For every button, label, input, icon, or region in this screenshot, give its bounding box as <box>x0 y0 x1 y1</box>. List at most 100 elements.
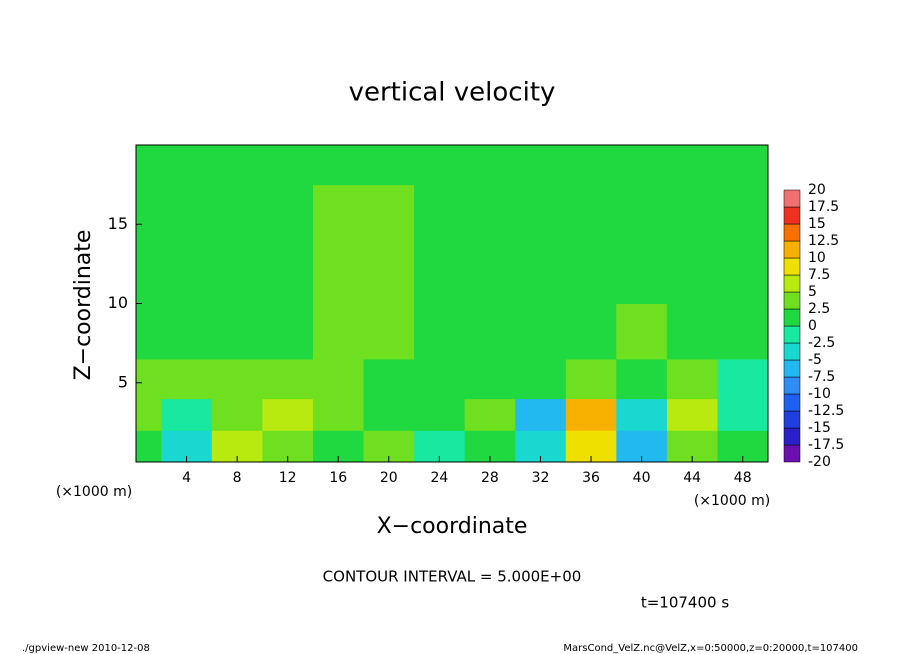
x-tick-label: 40 <box>633 470 651 486</box>
field-cell <box>717 240 769 304</box>
field-cell <box>717 358 769 400</box>
field-cell <box>717 398 769 431</box>
field-cell <box>211 145 263 186</box>
field-cell <box>414 145 466 186</box>
field-cell <box>464 398 516 431</box>
field-cell <box>262 303 314 360</box>
colorbar-segment <box>783 376 801 395</box>
colorbar-segment <box>783 223 801 242</box>
field-cell <box>363 145 415 186</box>
colorbar-label: 7.5 <box>808 267 830 283</box>
field-cell <box>312 240 365 304</box>
colorbar-label: 20 <box>808 182 826 198</box>
field-cell <box>211 358 263 400</box>
field-cell <box>464 240 516 304</box>
field-cell <box>515 303 567 360</box>
footer-left: ./gpview-new 2010-12-08 <box>22 643 150 654</box>
field-cell <box>666 358 718 400</box>
field-cell <box>616 145 668 186</box>
field-cell <box>161 358 213 400</box>
x-tick-label: 36 <box>582 470 600 486</box>
colorbar-segment <box>783 257 801 276</box>
colorbar-segment <box>783 342 801 361</box>
x-tick-label: 28 <box>481 470 499 486</box>
field-cell <box>161 303 213 360</box>
field-cell <box>666 303 718 360</box>
field-cell <box>565 145 617 186</box>
colorbar-segment <box>783 206 801 225</box>
field-cell <box>363 303 415 360</box>
colorbar-label: -15 <box>808 420 831 436</box>
colorbar-label: -5 <box>808 352 822 368</box>
field-cell <box>136 145 162 186</box>
colorbar-segment <box>783 410 801 429</box>
colorbar-label: 15 <box>808 216 826 232</box>
field-cell <box>136 240 162 304</box>
x-tick-label: 16 <box>329 470 347 486</box>
field-cell <box>161 240 213 304</box>
field-cell <box>515 358 567 400</box>
field-cell <box>161 184 213 241</box>
colorbar-label: 10 <box>808 250 826 266</box>
field-cell <box>616 240 668 304</box>
y-tick-label: 5 <box>118 372 128 391</box>
colorbar-segment <box>783 291 801 310</box>
field-cell <box>565 303 617 360</box>
x-tick-label: 12 <box>279 470 297 486</box>
chart-title: vertical velocity <box>349 78 556 108</box>
x-tick-label: 24 <box>430 470 448 486</box>
colorbar-segment <box>783 325 801 344</box>
colorbar-label: 0 <box>808 318 817 334</box>
x-unit: (×1000 m) <box>694 493 770 509</box>
field-cell <box>161 398 213 431</box>
field-cell <box>363 398 415 431</box>
field-cell <box>666 398 718 431</box>
field-cell <box>616 303 668 360</box>
field-cell <box>666 145 718 186</box>
colorbar-label: -17.5 <box>808 437 844 453</box>
colorbar-label: 2.5 <box>808 301 830 317</box>
field-cell <box>515 398 567 431</box>
field-cell <box>136 358 162 400</box>
field-cell <box>414 184 466 241</box>
field-cell <box>515 184 567 241</box>
field-cell <box>211 184 263 241</box>
colorbar-label: -7.5 <box>808 369 835 385</box>
colorbar-segment <box>783 393 801 412</box>
field-cell <box>414 303 466 360</box>
field-cell <box>717 184 769 241</box>
colorbar-segment <box>783 308 801 327</box>
colorbar-segment <box>783 359 801 378</box>
field-cell <box>312 184 365 241</box>
colorbar-segment <box>783 189 801 208</box>
field-cell <box>666 184 718 241</box>
x-tick-label: 44 <box>683 470 701 486</box>
field-cell <box>136 184 162 241</box>
field-cell <box>515 240 567 304</box>
field-cell <box>312 358 365 400</box>
field-cell <box>464 184 516 241</box>
field-cell <box>414 358 466 400</box>
field-cell <box>363 240 415 304</box>
field-cell <box>464 303 516 360</box>
colorbar-label: 12.5 <box>808 233 839 249</box>
x-tick-label: 8 <box>233 470 242 486</box>
field-cell <box>262 240 314 304</box>
field-cell <box>262 184 314 241</box>
field-cell <box>312 398 365 431</box>
y-tick-label: 15 <box>108 214 128 233</box>
field-cell <box>312 303 365 360</box>
field-cell <box>414 240 466 304</box>
field-cell <box>211 398 263 431</box>
x-tick-label: 20 <box>380 470 398 486</box>
x-tick-label: 32 <box>532 470 550 486</box>
colorbar-segment <box>783 274 801 293</box>
y-axis-label: Z−coordinate <box>71 230 96 381</box>
field-cell <box>161 145 213 186</box>
colorbar-label: 5 <box>808 284 817 300</box>
time-label: t=107400 s <box>641 594 729 612</box>
colorbar-label: -20 <box>808 454 831 470</box>
field-cell <box>211 303 263 360</box>
x-tick-label: 48 <box>734 470 752 486</box>
